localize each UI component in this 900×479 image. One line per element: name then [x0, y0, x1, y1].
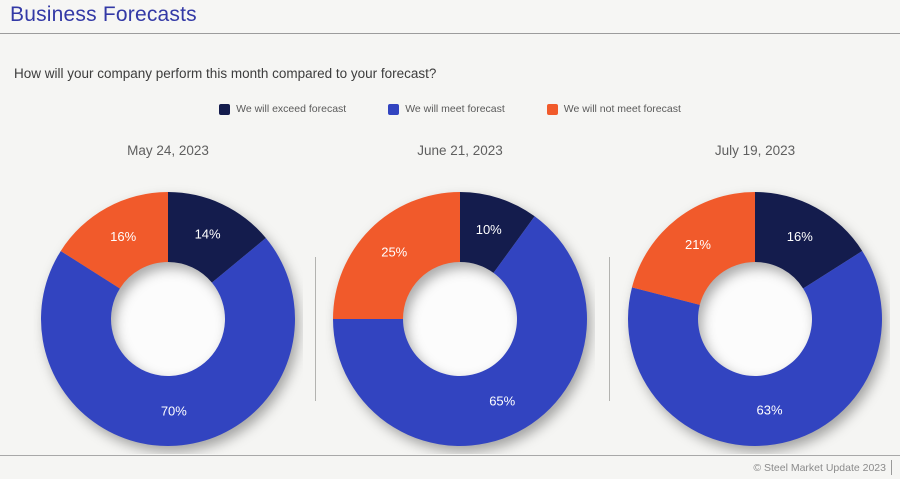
chart-divider: [315, 257, 316, 401]
slice-percent-label: 25%: [381, 245, 407, 260]
donut-hole: [110, 261, 226, 377]
footer-bar: © Steel Market Update 2023: [0, 455, 900, 479]
legend-item-meet[interactable]: We will meet forecast: [388, 103, 505, 115]
slice-percent-label: 14%: [195, 226, 221, 241]
chart-title: May 24, 2023: [127, 143, 209, 158]
chart-divider: [609, 257, 610, 401]
slice-percent-label: 16%: [787, 229, 813, 244]
legend-item-exceed[interactable]: We will exceed forecast: [219, 103, 346, 115]
slice-percent-label: 65%: [489, 393, 515, 408]
donut-svg: 10% 65% 25%: [333, 192, 587, 447]
survey-question: How will your company perform this month…: [14, 66, 437, 81]
donut-slice-exceed[interactable]: [755, 192, 863, 289]
donut-chart-1: May 24, 2023 14% 70% 16%: [33, 143, 303, 454]
slice-percent-label: 10%: [476, 222, 502, 237]
chart-title: July 19, 2023: [714, 143, 796, 158]
footer-edge-mark: [891, 460, 892, 475]
chart-legend: We will exceed forecast We will meet fore…: [0, 103, 900, 115]
legend-swatch-icon: [388, 103, 400, 115]
donut-hole: [402, 261, 518, 377]
donut-slice-meet[interactable]: [628, 250, 882, 446]
donut-slice-exceed[interactable]: [168, 192, 266, 283]
page-title: Business Forecasts: [10, 3, 197, 26]
donut-slice-meet[interactable]: [333, 216, 587, 447]
donut-slice-meet[interactable]: [41, 238, 295, 446]
donut-svg: 14% 70% 16%: [41, 192, 295, 446]
donut-svg: 16% 63% 21%: [628, 192, 882, 446]
slice-percent-label: 21%: [685, 237, 711, 252]
legend-swatch-icon: [219, 103, 231, 115]
slice-percent-label: 70%: [161, 403, 187, 418]
legend-label: We will exceed forecast: [236, 103, 347, 115]
legend-item-not_meet[interactable]: We will not meet forecast: [546, 103, 681, 115]
slice-percent-label: 63%: [757, 402, 783, 417]
slice-percent-label: 16%: [110, 229, 136, 244]
legend-label: We will meet forecast: [405, 103, 505, 115]
donut-chart-2: June 21, 2023 10% 65% 25%: [325, 143, 595, 454]
chart-title: June 21, 2023: [417, 143, 503, 158]
donut-slice-not_meet[interactable]: [631, 192, 755, 305]
header-bar: Business Forecasts: [0, 0, 900, 34]
donut-slice-exceed[interactable]: [460, 192, 535, 273]
donut-slice-not_meet[interactable]: [60, 192, 168, 289]
copyright-text: © Steel Market Update 2023: [753, 461, 886, 474]
donut-slice-not_meet[interactable]: [333, 192, 460, 319]
donut-hole: [697, 261, 813, 377]
legend-swatch-icon: [546, 103, 558, 115]
legend-label: We will not meet forecast: [563, 103, 681, 115]
donut-chart-3: July 19, 2023 16% 63% 21%: [620, 143, 890, 454]
